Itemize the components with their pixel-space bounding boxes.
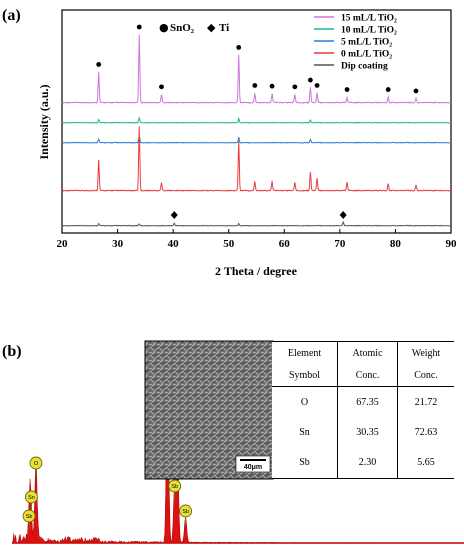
y-axis-label: Intensity (a.u.) bbox=[37, 84, 51, 159]
ti-legend-label: Ti bbox=[219, 22, 229, 34]
ti-marker bbox=[339, 211, 347, 219]
eds-peak-label: Sb bbox=[26, 514, 33, 520]
eds-spectrum bbox=[11, 353, 464, 544]
eds-composition-table-wrap: Element Atomic Weight Symbol Conc. Conc.… bbox=[272, 341, 454, 480]
table-subheader-atomic: Conc. bbox=[337, 364, 398, 387]
x-axis-label: 2 Theta / degree bbox=[215, 264, 298, 278]
legend-series-label: Dip coating bbox=[341, 62, 388, 72]
scale-bar-label: 40μm bbox=[244, 464, 262, 471]
eds-composition-table: Element Atomic Weight Symbol Conc. Conc.… bbox=[272, 341, 454, 480]
xrd-series-line bbox=[61, 135, 452, 144]
table-header-element: Element bbox=[272, 341, 338, 364]
ti-legend-symbol: ◆ bbox=[207, 21, 216, 34]
atomic-cell: 2.30 bbox=[337, 447, 398, 480]
eds-peak-label: Sb bbox=[171, 484, 178, 490]
x-tick-label: 70 bbox=[334, 238, 346, 250]
eds-peak-marker bbox=[24, 490, 38, 504]
xrd-plot-frame bbox=[61, 9, 452, 234]
sno2-marker bbox=[344, 87, 350, 92]
eds-peak-marker bbox=[168, 479, 182, 493]
element-cell: O bbox=[300, 396, 309, 408]
phase-legend: ● SnO₂ ◆ Ti bbox=[159, 21, 229, 34]
atomic-cell: 30.35 bbox=[337, 417, 398, 448]
sno2-marker bbox=[308, 77, 313, 83]
sno2-marker bbox=[96, 62, 102, 67]
panel-b-label: (b) bbox=[2, 343, 22, 360]
x-tick-label: 20 bbox=[57, 238, 69, 250]
sno2-marker bbox=[159, 84, 164, 90]
table-row: Sn 30.35 72.63 bbox=[272, 417, 454, 448]
weight-cell: 21.72 bbox=[397, 386, 454, 418]
x-tick-label: 60 bbox=[279, 238, 291, 250]
legend-series-label: 15 mL/L TiO₂ bbox=[341, 14, 397, 24]
xrd-series-line bbox=[61, 126, 452, 192]
sno2-marker bbox=[236, 45, 242, 50]
sno2-legend-symbol: ● bbox=[159, 21, 169, 34]
x-tick-label: 30 bbox=[112, 238, 124, 250]
eds-peak-label: Sn bbox=[28, 495, 35, 501]
xrd-series-line bbox=[61, 220, 452, 227]
xrd-series-line bbox=[61, 34, 452, 104]
element-cell: Sn bbox=[299, 426, 310, 438]
table-subheader-weight: Conc. bbox=[397, 364, 454, 387]
sno2-marker bbox=[385, 87, 391, 92]
eds-peak-marker bbox=[29, 456, 43, 470]
weight-cell: 72.63 bbox=[397, 417, 454, 448]
table-row: O 67.35 21.72 bbox=[272, 386, 454, 418]
table-header-weight: Weight bbox=[397, 341, 454, 364]
panel-a-label: (a) bbox=[2, 7, 21, 24]
ti-marker bbox=[170, 211, 178, 219]
x-tick-label: 90 bbox=[446, 238, 458, 250]
eds-peak-label: O bbox=[34, 461, 39, 467]
x-tick-label: 50 bbox=[223, 238, 235, 250]
xrd-series-group bbox=[61, 34, 452, 227]
x-axis-ticks: 20 30 40 50 60 70 80 90 bbox=[57, 229, 458, 250]
legend-series-label: 10 mL/L TiO₂ bbox=[341, 26, 397, 36]
weight-cell: 5.65 bbox=[397, 447, 454, 480]
element-cell: Sb bbox=[272, 447, 338, 480]
phase-markers-group bbox=[96, 24, 419, 219]
table-row: Sb 2.30 5.65 bbox=[272, 447, 454, 480]
atomic-cell: 67.35 bbox=[337, 386, 398, 418]
sno2-marker bbox=[413, 88, 419, 94]
sno2-marker bbox=[292, 84, 298, 90]
legend-series-label: 0 mL/L TiO₂ bbox=[341, 50, 392, 60]
sno2-marker bbox=[269, 83, 275, 89]
x-tick-label: 40 bbox=[168, 238, 180, 250]
sno2-marker bbox=[314, 83, 320, 88]
eds-peak-marker bbox=[179, 504, 193, 518]
table-subheader-symbol: Symbol bbox=[272, 364, 338, 387]
xrd-series-line bbox=[61, 116, 452, 124]
x-tick-label: 80 bbox=[390, 238, 402, 250]
sno2-marker bbox=[136, 24, 142, 30]
eds-peak-label: Sb bbox=[182, 509, 189, 515]
series-legend: 15 mL/L TiO₂ 10 mL/L TiO₂ 5 mL/L TiO₂ 0 mL/… bbox=[314, 14, 397, 72]
table-header-atomic: Atomic bbox=[337, 341, 398, 364]
sno2-legend-label: SnO₂ bbox=[170, 22, 195, 34]
sno2-marker bbox=[252, 83, 258, 88]
eds-peak-marker bbox=[22, 509, 36, 523]
legend-series-label: 5 mL/L TiO₂ bbox=[341, 38, 392, 48]
